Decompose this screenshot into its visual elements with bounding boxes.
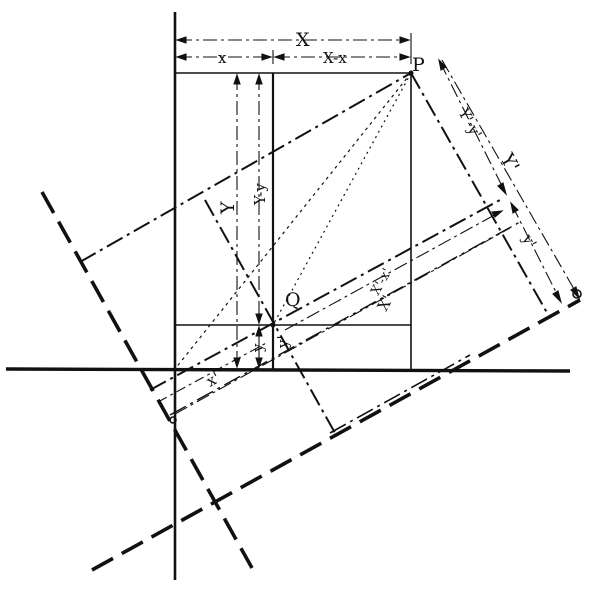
label-Y-rot: Y' <box>495 149 523 176</box>
dim-Y-rot-arrow-bottom <box>570 286 581 300</box>
dim-Yy-rot-arrow-top <box>438 58 447 71</box>
diagonal-to-origin <box>174 72 412 370</box>
rotated-axes <box>40 191 581 572</box>
label-x-top: x <box>218 49 227 67</box>
dim-Y-arrow-top <box>233 73 241 85</box>
dim-y-rot-arrow-top <box>510 201 519 214</box>
original-axes <box>5 12 571 580</box>
point-P <box>408 70 414 76</box>
label-x-bottom: x' <box>203 369 223 391</box>
label-Q: Q <box>285 289 301 311</box>
dim-Xx-rot-arrow-right <box>491 210 504 218</box>
point-Q <box>270 322 276 328</box>
label-P: P <box>412 54 425 76</box>
dim-x-arrow-right <box>261 53 273 61</box>
dim-Y-rot-line <box>441 59 579 297</box>
rotated-P-perpendicular <box>410 72 551 319</box>
rotated-construction <box>79 72 551 434</box>
label-y-rot: y' <box>518 230 540 251</box>
dim-X-arrow-right <box>399 36 411 44</box>
dim-X-rot-line <box>174 227 511 415</box>
p-diagonals <box>174 72 412 370</box>
label-y-left: y <box>249 343 267 353</box>
rotated-axis-end-mark <box>572 289 582 299</box>
dim-Xx-arrow-left <box>273 53 285 61</box>
label-Yy-rot: Y'-y' <box>454 104 486 141</box>
rotated-origin-line <box>329 354 471 434</box>
top-dimensions <box>174 33 412 64</box>
rotated-q-line <box>149 199 501 391</box>
dim-y-arrow-top <box>255 325 263 337</box>
dim-x-arrow-left <box>175 53 187 61</box>
rotated-x-axis <box>91 298 581 572</box>
dim-Yy-rot-arrow-bottom <box>497 182 508 196</box>
dim-X-arrow-left <box>175 36 187 44</box>
rotated-Q-perpendicular <box>204 199 336 434</box>
dim-Xx-arrow-right <box>399 53 411 61</box>
dim-Yy-arrow-bottom <box>255 313 263 325</box>
label-X-top: X <box>296 29 310 51</box>
diagonal-P-to-Q <box>272 72 412 326</box>
dim-Xx-rot-line <box>284 211 501 331</box>
dim-y-rot-arrow-bottom <box>552 290 563 304</box>
dim-y-rot-line <box>511 204 561 301</box>
rotated-top-line <box>79 72 412 263</box>
left-dimensions <box>233 73 263 369</box>
dim-y-arrow-bottom <box>255 357 263 369</box>
rotated-far-line <box>169 221 521 416</box>
labels: X x X-x P Q Y Y-y y x' y' Y'-y' Y' y' X'… <box>203 29 540 390</box>
label-Xx-top: X-x <box>323 49 347 67</box>
x-axis <box>5 367 571 373</box>
label-y-bottom: y' <box>274 335 292 349</box>
label-Yy-left: Y-y <box>251 183 269 206</box>
rotated-y-axis <box>40 191 254 569</box>
rotated-origin-mark <box>169 416 177 424</box>
label-Y-left: Y <box>217 201 239 215</box>
points <box>270 70 414 328</box>
rotated-dimensions <box>157 58 582 424</box>
dim-Yy-arrow-top <box>255 73 263 85</box>
